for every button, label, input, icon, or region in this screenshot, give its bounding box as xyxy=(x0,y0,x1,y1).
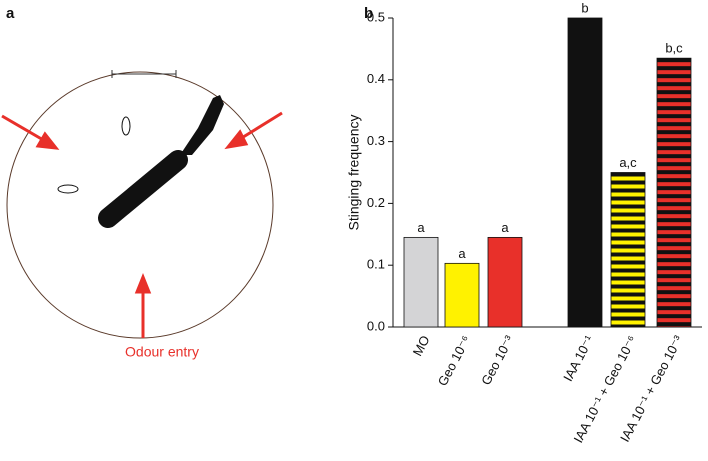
y-tick-label: 0.1 xyxy=(367,257,385,272)
bar xyxy=(444,262,480,328)
x-tick-label: IAA 10⁻¹ xyxy=(560,332,597,383)
arena xyxy=(6,71,274,339)
bar-annotation: a,c xyxy=(619,155,637,170)
x-tick-label: Geo 10⁻⁶ xyxy=(435,333,474,388)
bar-annotation: a xyxy=(417,220,425,235)
dummy xyxy=(98,150,188,228)
y-tick-label: 0.0 xyxy=(367,318,385,333)
panel-label: a xyxy=(6,5,15,22)
bar-annotation: a xyxy=(501,220,509,235)
y-tick-label: 0.4 xyxy=(367,71,385,86)
bar-annotation: b,c xyxy=(665,41,683,56)
y-tick-label: 0.2 xyxy=(367,195,385,210)
y-tick-label: 0.5 xyxy=(367,9,385,24)
annotation: Odour entry xyxy=(125,344,199,360)
panel-label: b xyxy=(364,5,373,22)
bee xyxy=(121,116,131,136)
bar xyxy=(656,57,692,328)
feather xyxy=(180,95,224,155)
arena-diagram: Odour entry xyxy=(1,70,283,360)
bar xyxy=(403,236,439,328)
bee xyxy=(57,184,79,194)
bar xyxy=(567,17,603,328)
bar xyxy=(487,236,523,328)
y-axis-label: Stinging frequency xyxy=(346,115,362,231)
x-tick-label: MO xyxy=(410,333,433,359)
x-tick-label: Geo 10⁻³ xyxy=(478,332,517,387)
y-tick-label: 0.3 xyxy=(367,133,385,148)
arrows xyxy=(1,111,283,338)
bar xyxy=(610,172,646,328)
bar-annotation: a xyxy=(458,246,466,261)
bar-annotation: b xyxy=(581,0,588,15)
